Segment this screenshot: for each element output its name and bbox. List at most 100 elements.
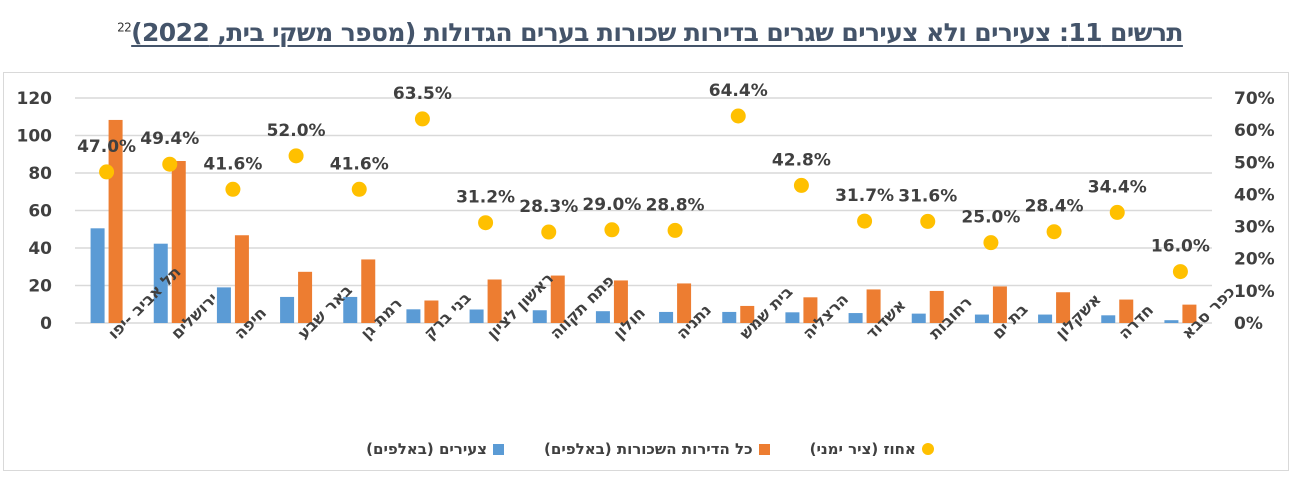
percent-point [1109, 204, 1125, 220]
bar-young [722, 311, 737, 323]
legend-item-percent: אחוז (ציר ימני) [810, 440, 934, 458]
legend-swatch-young [493, 443, 505, 455]
y-left-tick-label: 0 [40, 314, 52, 334]
legend-label-percent: אחוז (ציר ימני) [809, 440, 916, 458]
bar-all-rented [171, 161, 186, 323]
percent-data-label: 41.6% [330, 154, 389, 174]
bar-young [911, 313, 926, 323]
y-left-tick-label: 100 [17, 127, 53, 147]
percent-data-label: 49.4% [140, 129, 199, 149]
bar-young [153, 243, 168, 323]
legend-swatch-all-rented [758, 443, 770, 455]
bar-all-rented [234, 235, 249, 323]
percent-point [414, 111, 430, 127]
percent-point [793, 177, 809, 193]
legend-label-young: צעירים (באלפים) [366, 440, 488, 458]
footnote-marker: 22 [117, 20, 132, 35]
y-right-tick-label: 60% [1234, 121, 1275, 141]
chart-title: תרשים 11: צעירים ולא צעירים שגרים בדירות… [117, 18, 1183, 47]
legend-label-all-rented: כל הדירות השכורות (באלפים) [544, 440, 753, 458]
percent-point [1046, 224, 1062, 240]
percent-data-label: 64.4% [709, 81, 768, 101]
bar-young [595, 311, 610, 323]
legend-item-young: צעירים (באלפים) [366, 440, 505, 458]
bar-all-rented [1056, 292, 1071, 323]
y-left-tick-label: 60 [28, 202, 52, 222]
percent-point [288, 148, 304, 164]
bar-all-rented [992, 286, 1007, 323]
bar-young [343, 296, 358, 323]
bar-young [406, 309, 421, 323]
bar-young [1164, 320, 1179, 323]
bar-young [532, 310, 547, 323]
bar-all-rented [361, 259, 376, 323]
bar-all-rented [1119, 299, 1134, 323]
y-right-tick-label: 10% [1234, 282, 1275, 302]
percent-data-label: 28.4% [1025, 197, 1084, 217]
percent-data-label: 28.3% [519, 197, 578, 217]
bar-all-rented [677, 283, 692, 323]
y-right-tick-label: 50% [1234, 153, 1275, 173]
bar-all-rented [1182, 304, 1197, 323]
bar-all-rented [298, 271, 313, 323]
percent-point [857, 213, 873, 229]
bar-young [469, 309, 484, 323]
percent-point [541, 224, 557, 240]
percent-point [1172, 264, 1188, 280]
percent-point [983, 235, 999, 251]
percent-data-label: 31.2% [456, 188, 515, 208]
bar-young [1038, 314, 1053, 323]
y-left-tick-label: 120 [17, 89, 53, 109]
bar-all-rented [929, 290, 944, 323]
bar-all-rented [803, 297, 818, 323]
percent-data-label: 34.4% [1088, 177, 1147, 197]
percent-data-label: 31.7% [835, 186, 894, 206]
bar-young [974, 314, 989, 323]
chart-title-container: תרשים 11: צעירים ולא צעירים שגרים בדירות… [0, 18, 1300, 47]
percent-point [604, 222, 620, 238]
bar-young [280, 296, 295, 323]
percent-data-label: 31.6% [898, 186, 957, 206]
y-right-tick-label: 20% [1234, 250, 1275, 270]
y-right-tick-label: 40% [1234, 185, 1275, 205]
legend: אחוז (ציר ימני) כל הדירות השכורות (באלפי… [0, 440, 1300, 458]
percent-data-label: 28.8% [646, 195, 705, 215]
percent-data-label: 52.0% [267, 121, 326, 141]
percent-point [478, 215, 494, 231]
bar-young [1101, 315, 1116, 323]
percent-data-label: 29.0% [582, 195, 641, 215]
bar-young [216, 287, 231, 323]
bar-all-rented [740, 305, 755, 323]
percent-point [162, 156, 178, 172]
chart-title-text: תרשים 11: צעירים ולא צעירים שגרים בדירות… [131, 18, 1183, 47]
bar-all-rented [613, 280, 628, 323]
bar-all-rented [487, 279, 502, 323]
bar-all-rented [550, 275, 565, 323]
y-right-tick-label: 70% [1234, 89, 1275, 109]
percent-point [730, 108, 746, 124]
percent-point [99, 164, 115, 180]
percent-point [351, 181, 367, 197]
percent-point [667, 222, 683, 238]
percent-data-label: 16.0% [1151, 237, 1210, 257]
legend-item-all-rented: כל הדירות השכורות (באלפים) [544, 440, 770, 458]
percent-data-label: 47.0% [77, 137, 136, 157]
percent-data-label: 25.0% [961, 208, 1020, 228]
percent-data-label: 41.6% [203, 154, 262, 174]
percent-data-label: 42.8% [772, 150, 831, 170]
y-left-tick-label: 80 [28, 164, 52, 184]
bar-young [848, 313, 863, 323]
y-left-tick-label: 40 [28, 239, 52, 259]
bar-young [659, 311, 674, 323]
percent-data-label: 63.5% [393, 84, 452, 104]
bar-all-rented [424, 300, 439, 323]
y-left-tick-label: 20 [28, 277, 52, 297]
bar-young [90, 228, 105, 323]
legend-swatch-percent [921, 443, 934, 455]
bar-young [785, 312, 800, 323]
percent-point [225, 181, 241, 197]
bar-all-rented [866, 289, 881, 323]
chart-frame [3, 72, 1289, 471]
y-right-tick-label: 30% [1234, 218, 1275, 238]
